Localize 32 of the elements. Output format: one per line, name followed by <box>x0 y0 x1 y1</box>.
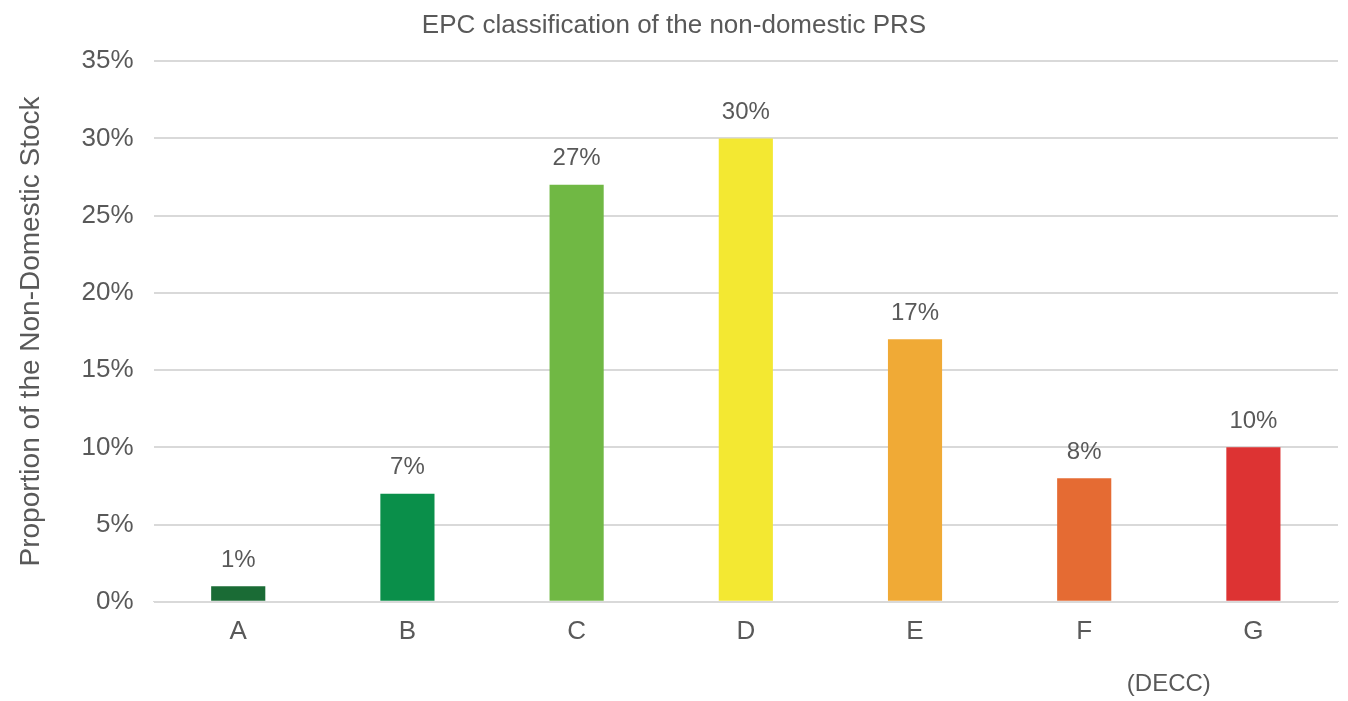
data-label: 17% <box>890 297 940 325</box>
y-tick-label: 15% <box>81 353 134 384</box>
x-tick-label: A <box>229 614 248 645</box>
bar <box>1057 478 1112 601</box>
y-axis-title: Proportion of the Non-Domestic Stock <box>13 95 45 567</box>
bar <box>718 138 773 601</box>
y-tick-label: 5% <box>96 507 134 538</box>
y-tick-label: 35% <box>81 44 134 75</box>
x-tick-label: D <box>736 614 756 645</box>
y-tick-label: 10% <box>81 430 134 461</box>
x-tick-label: B <box>398 614 417 645</box>
x-tick-label: F <box>1076 614 1093 645</box>
data-label: 8% <box>1066 436 1102 464</box>
bar <box>380 493 435 601</box>
data-label: 30% <box>721 97 770 125</box>
y-tick-label: 0% <box>96 584 134 615</box>
y-tick-label: 20% <box>81 276 134 307</box>
text: (DECC) <box>1126 669 1211 696</box>
data-label: 27% <box>552 143 601 171</box>
x-tick-label: E <box>906 614 924 645</box>
x-tick-label: G <box>1243 614 1264 645</box>
y-tick-label: 30% <box>81 121 134 152</box>
data-label: 10% <box>1229 405 1278 433</box>
bar <box>887 339 943 601</box>
bar <box>211 586 266 601</box>
x-tick-label: C <box>567 614 587 645</box>
data-label: 1% <box>220 544 256 572</box>
bar <box>549 184 604 601</box>
y-tick-label: 25% <box>81 198 134 229</box>
data-label: 7% <box>390 452 425 480</box>
bar <box>1226 447 1281 601</box>
chart-title: EPC classification of the non-domestic PRS <box>421 8 927 39</box>
